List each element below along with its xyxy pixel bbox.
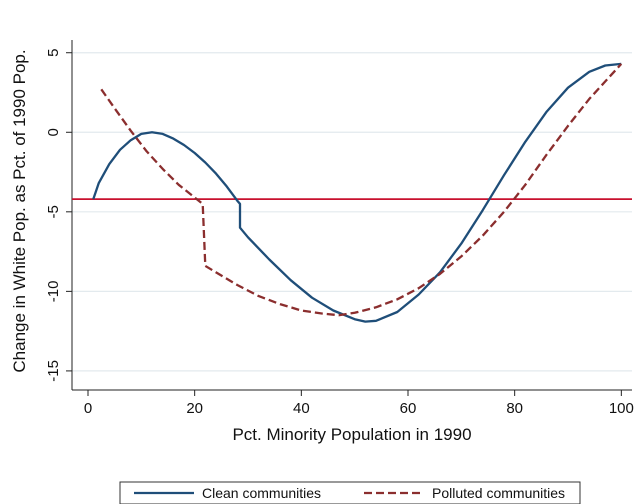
x-tick-label: 80 xyxy=(506,400,523,417)
y-tick-label: -5 xyxy=(45,205,62,218)
axes: 5 0 -5 -10 -15 0 20 40 60 80 100 xyxy=(45,40,634,417)
x-axis-label: Pct. Minority Population in 1990 xyxy=(232,425,471,444)
legend: Clean communities Polluted communities xyxy=(119,481,581,504)
series-line-polluted xyxy=(100,63,623,317)
legend-box xyxy=(119,481,581,504)
legend-label: Polluted communities xyxy=(432,485,565,501)
y-tick-label: -15 xyxy=(45,360,62,382)
y-tick-label: -10 xyxy=(45,281,62,303)
y-tick-label: 5 xyxy=(45,49,62,57)
series-lines xyxy=(92,62,623,323)
gridlines xyxy=(72,52,632,372)
x-tick-label: 100 xyxy=(609,400,634,417)
y-tick-label: 0 xyxy=(45,128,62,136)
y-axis-label: Change in White Pop. as Pct. of 1990 Pop… xyxy=(10,49,29,372)
series-line-clean xyxy=(92,62,622,323)
legend-label: Clean communities xyxy=(202,485,321,501)
x-tick-label: 20 xyxy=(186,400,203,417)
x-tick-label: 0 xyxy=(84,400,92,417)
x-tick-label: 40 xyxy=(293,400,310,417)
x-tick-label: 60 xyxy=(400,400,417,417)
